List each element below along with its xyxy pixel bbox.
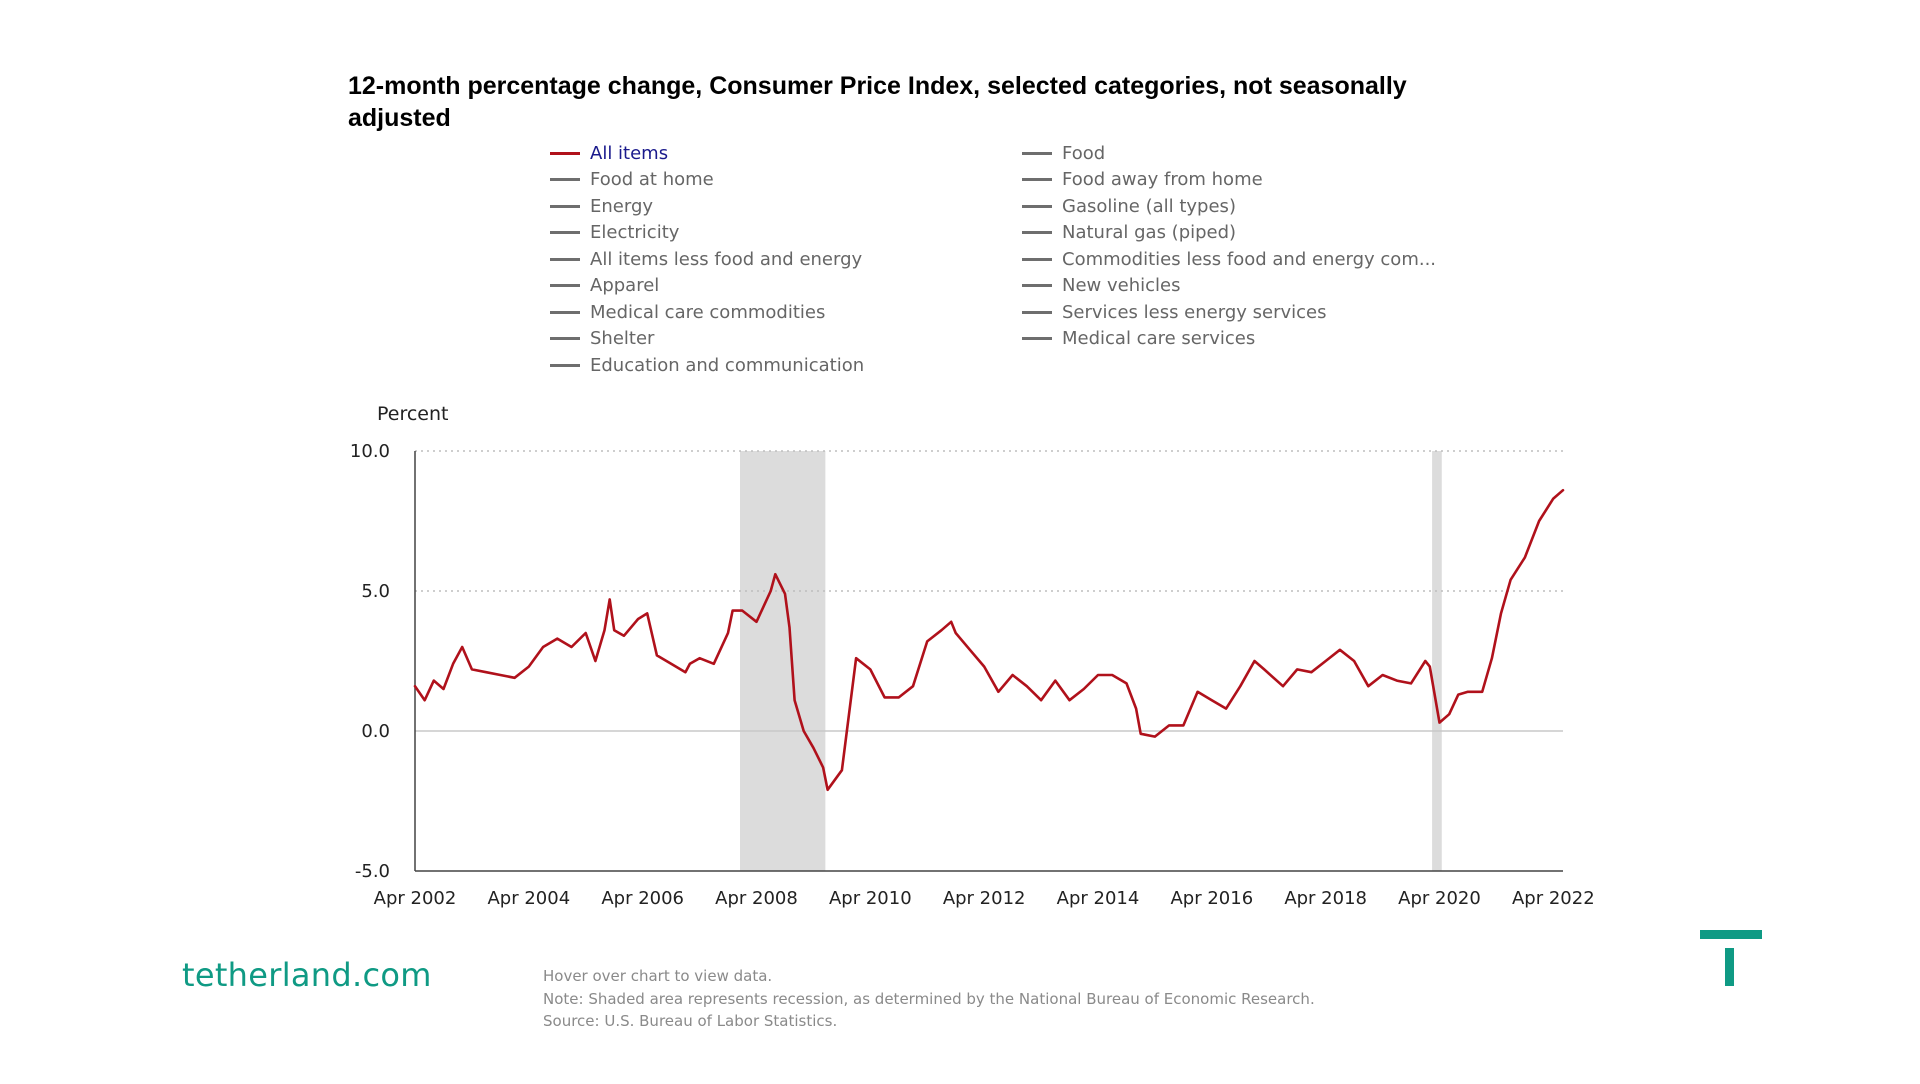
legend-swatch-icon <box>550 204 580 208</box>
legend-item[interactable]: Food away from home <box>1022 167 1436 194</box>
recession-band <box>739 451 826 871</box>
recession-shading-group <box>739 451 1442 871</box>
x-tick-label: Apr 2018 <box>1284 888 1367 909</box>
legend-item-label: All items <box>590 142 669 164</box>
x-tick-label: Apr 2008 <box>715 888 798 909</box>
x-tick-label: Apr 2016 <box>1170 888 1253 909</box>
legend-item-label: Services less energy services <box>1062 301 1327 323</box>
brand-site-name[interactable]: tetherland.com <box>182 956 432 994</box>
recession-note: Note: Shaded area represents recession, … <box>543 989 1315 1008</box>
legend-item-label: Shelter <box>590 328 655 350</box>
legend-item-label: Electricity <box>590 222 680 244</box>
legend-item[interactable]: New vehicles <box>1022 273 1436 300</box>
legend-item[interactable]: Natural gas (piped) <box>1022 220 1436 247</box>
y-axis-label: Percent <box>377 403 449 425</box>
y-tick-labels-group: 10.0 5.0 0.0 -5.0 <box>350 441 390 882</box>
legend-swatch-icon <box>1022 204 1052 208</box>
legend-swatch-icon <box>550 310 580 314</box>
source-note: Source: U.S. Bureau of Labor Statistics. <box>543 1012 838 1030</box>
legend-swatch-icon <box>550 284 580 288</box>
y-tick-label: 10.0 <box>350 441 390 462</box>
legend-swatch-icon <box>1022 337 1052 341</box>
hover-note: Hover over chart to view data. <box>543 967 773 985</box>
legend-item-label: Gasoline (all types) <box>1062 195 1236 217</box>
legend-right-column: Food Food away from home Gasoline (all typ… <box>1022 140 1436 352</box>
y-tick-label: 5.0 <box>361 581 390 602</box>
legend-item[interactable]: Medical care commodities <box>550 299 864 326</box>
x-tick-label: Apr 2002 <box>374 888 457 909</box>
legend-item[interactable]: Services less energy services <box>1022 299 1436 326</box>
x-tick-labels-group: Apr 2002 Apr 2004 Apr 2006 Apr 2008 Apr 2010… <box>374 888 1595 909</box>
legend-item[interactable]: Education and communication <box>550 352 864 379</box>
legend-item[interactable]: Medical care services <box>1022 326 1436 353</box>
x-tick-label: Apr 2020 <box>1398 888 1481 909</box>
legend-swatch-icon <box>1022 257 1052 261</box>
legend-swatch-icon <box>550 178 580 182</box>
legend-item-label: Food away from home <box>1062 169 1263 191</box>
legend-swatch-icon <box>1022 284 1052 288</box>
legend-item[interactable]: Food at home <box>550 167 864 194</box>
x-tick-label: Apr 2006 <box>601 888 684 909</box>
legend-item[interactable]: Shelter <box>550 326 864 353</box>
legend-item-label: Education and communication <box>590 354 865 376</box>
legend-item[interactable]: Food <box>1022 140 1436 167</box>
legend-item-label: Medical care services <box>1062 328 1256 350</box>
legend-item-label: Natural gas (piped) <box>1062 222 1237 244</box>
legend-swatch-icon <box>1022 231 1052 235</box>
legend-swatch-icon <box>550 363 580 367</box>
legend-item[interactable]: Electricity <box>550 220 864 247</box>
legend-swatch-icon <box>550 151 580 155</box>
legend-swatch-icon <box>1022 178 1052 182</box>
legend-swatch-icon <box>1022 310 1052 314</box>
legend-item[interactable]: Commodities less food and energy com... <box>1022 246 1436 273</box>
series-group[interactable] <box>413 488 1565 792</box>
x-tick-label: Apr 2022 <box>1512 888 1595 909</box>
legend-item-label: All items less food and energy <box>590 248 863 270</box>
legend-item[interactable]: All items less food and energy <box>550 246 864 273</box>
axes-group <box>414 451 1563 872</box>
x-tick-label: Apr 2004 <box>487 888 570 909</box>
legend-swatch-icon <box>550 231 580 235</box>
chart-title: 12-month percentage change, Consumer Pri… <box>348 72 1407 132</box>
legend-item-label: Food <box>1062 142 1106 164</box>
y-tick-label: -5.0 <box>355 861 390 882</box>
legend-item[interactable]: Apparel <box>550 273 864 300</box>
y-tick-label: 0.0 <box>361 721 390 742</box>
legend-left-column: All items Food at home Energy Electricity Al… <box>550 140 864 379</box>
legend-swatch-icon <box>550 337 580 341</box>
legend-item-label: Commodities less food and energy com... <box>1062 248 1437 270</box>
legend-item[interactable]: Energy <box>550 193 864 220</box>
legend-item-label: Apparel <box>590 275 660 297</box>
footer-notes: Hover over chart to view data. Note: Sha… <box>543 965 1315 1033</box>
legend-item-label: New vehicles <box>1062 275 1181 297</box>
tetherland-logo-icon <box>1700 930 1762 992</box>
recession-band <box>1432 451 1442 871</box>
x-tick-label: Apr 2012 <box>943 888 1026 909</box>
series-line-all-items[interactable] <box>413 488 1565 792</box>
legend-item-label: Medical care commodities <box>590 301 826 323</box>
legend-swatch-icon <box>1022 151 1052 155</box>
gridlines-group <box>415 450 1563 732</box>
legend-item-label: Energy <box>590 195 654 217</box>
x-tick-label: Apr 2010 <box>829 888 912 909</box>
legend-swatch-icon <box>550 257 580 261</box>
legend-item[interactable]: All items <box>550 140 864 167</box>
x-tick-label: Apr 2014 <box>1057 888 1140 909</box>
legend-item-label: Food at home <box>590 169 714 191</box>
legend-item[interactable]: Gasoline (all types) <box>1022 193 1436 220</box>
